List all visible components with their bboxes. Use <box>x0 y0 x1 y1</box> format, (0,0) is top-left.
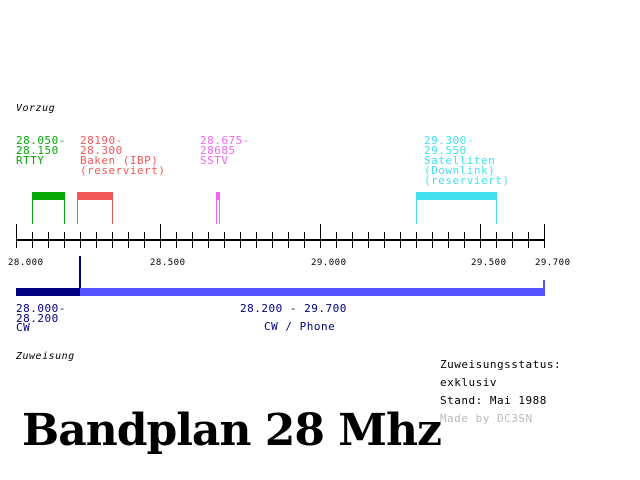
axis-tick <box>320 224 321 248</box>
axis-tick <box>464 232 465 248</box>
axis-tick <box>368 232 369 248</box>
rtty-band-right-leg <box>64 200 65 224</box>
rtty-range-start: 28.050- <box>16 134 66 147</box>
axis-label-29000: 29.000 <box>311 258 347 268</box>
axis-tick <box>304 232 305 248</box>
axis-tick <box>416 232 417 248</box>
axis-tick <box>176 232 177 248</box>
axis-tick <box>400 232 401 248</box>
rtty-range-end: 28.150 <box>16 144 59 157</box>
satelliten-band-left-leg <box>416 200 417 224</box>
axis-tick <box>272 232 273 248</box>
axis-tick <box>480 224 481 248</box>
stand-date: Stand: Mai 1988 <box>440 394 547 407</box>
satelliten-note-downlink: (Downlink) <box>424 164 496 177</box>
baken-band-right-leg <box>112 200 113 224</box>
axis-tick <box>128 232 129 248</box>
axis-tick <box>160 224 161 248</box>
axis-tick <box>352 232 353 248</box>
satelliten-range-start: 29.300- <box>424 134 474 147</box>
axis-tick <box>288 232 289 248</box>
axis-tick <box>80 232 81 248</box>
axis-tick <box>240 232 241 248</box>
cw-mode-label: CW <box>16 321 31 334</box>
frequency-axis-line <box>16 239 545 241</box>
axis-tick <box>48 232 49 248</box>
baken-band-bar <box>77 192 113 200</box>
cw-phone-allocation-bar <box>80 288 545 296</box>
sstv-range-start: 28.675- <box>200 134 250 147</box>
axis-tick <box>544 224 545 248</box>
zuweisung-section-label: Zuweisung <box>16 351 75 362</box>
axis-tick <box>144 232 145 248</box>
cw-range-end: 28.200 <box>16 312 59 325</box>
cw-allocation-marker <box>79 256 81 296</box>
axis-tick <box>256 232 257 248</box>
baken-note: (reserviert) <box>80 164 166 177</box>
cw-phone-range: 28.200 - 29.700 <box>240 302 347 315</box>
axis-label-28000: 28.000 <box>8 258 44 268</box>
axis-label-28500: 28.500 <box>150 258 186 268</box>
cw-range-start: 28.000- <box>16 302 66 315</box>
sstv-mode-label: SSTV <box>200 154 229 167</box>
axis-tick <box>496 232 497 248</box>
axis-tick <box>16 224 17 248</box>
axis-tick <box>96 232 97 248</box>
baken-band-left-leg <box>77 200 78 224</box>
zuweisungsstatus-value: exklusiv <box>440 376 497 389</box>
cw-allocation-bar <box>16 288 80 296</box>
axis-tick <box>336 232 337 248</box>
rtty-mode-label: RTTY <box>16 154 45 167</box>
zuweisungsstatus-title: Zuweisungsstatus: <box>440 358 562 371</box>
satelliten-range-end: 29.550 <box>424 144 467 157</box>
page-title: Bandplan 28 Mhz <box>22 405 442 456</box>
satelliten-note-reserviert: (reserviert) <box>424 174 510 187</box>
sstv-band-bar <box>216 192 220 200</box>
sstv-band-right-leg <box>219 200 220 224</box>
baken-range-start: 28190- <box>80 134 123 147</box>
axis-label-29700: 29.700 <box>535 258 571 268</box>
rtty-band-bar <box>32 192 65 200</box>
rtty-band-left-leg <box>32 200 33 224</box>
sstv-band-left-leg <box>216 200 217 224</box>
axis-tick <box>192 232 193 248</box>
axis-tick <box>112 232 113 248</box>
satelliten-band-right-leg <box>496 200 497 224</box>
cw-phone-allocation-end <box>543 280 545 296</box>
axis-tick <box>432 232 433 248</box>
axis-tick <box>512 232 513 248</box>
axis-label-29500: 29.500 <box>471 258 507 268</box>
axis-tick <box>384 232 385 248</box>
axis-tick <box>448 232 449 248</box>
satelliten-band-bar <box>416 192 497 200</box>
axis-tick <box>528 232 529 248</box>
axis-tick <box>208 232 209 248</box>
cw-phone-mode-label: CW / Phone <box>264 320 336 333</box>
sstv-range-end: 28685 <box>200 144 236 157</box>
satelliten-mode-label: Satelliten <box>424 154 496 167</box>
baken-mode-label: Baken (IBP) <box>80 154 159 167</box>
baken-range-end: 28.300 <box>80 144 123 157</box>
author-signature: Made by DC3SN <box>440 412 533 425</box>
vorzug-section-label: Vorzug <box>16 103 56 114</box>
axis-tick <box>32 232 33 248</box>
axis-tick <box>224 232 225 248</box>
axis-tick <box>64 232 65 248</box>
